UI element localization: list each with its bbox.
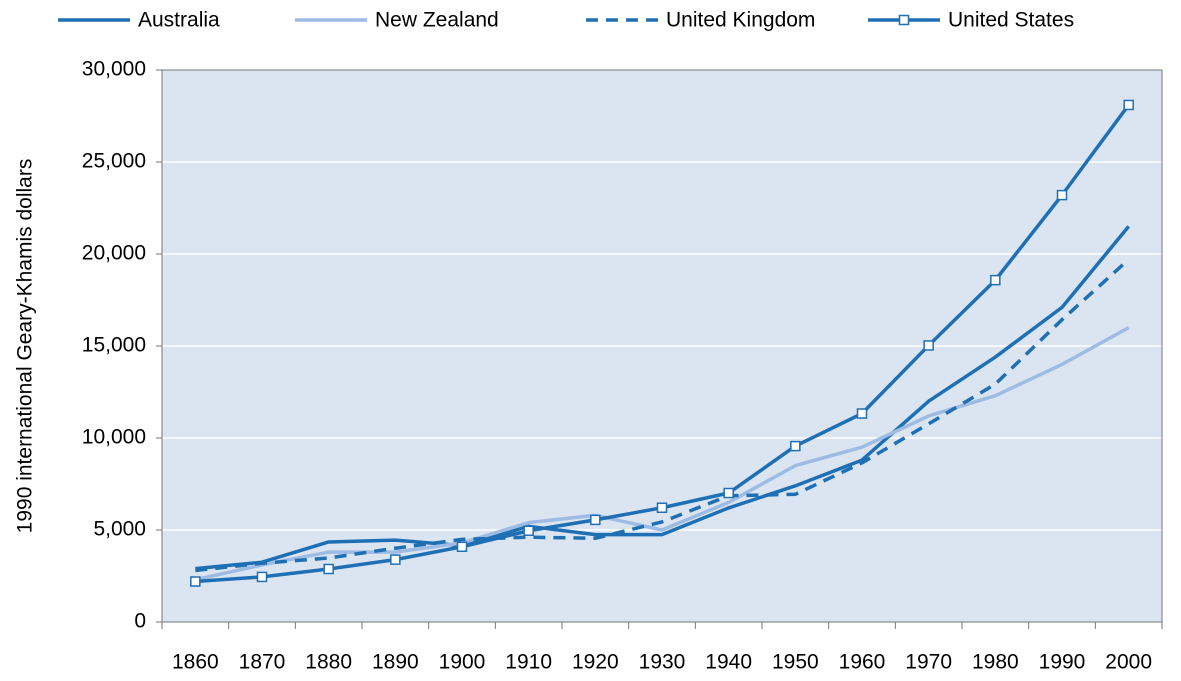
series-marker bbox=[1056, 189, 1068, 201]
x-tick-label: 1960 bbox=[839, 651, 886, 674]
legend-marker bbox=[898, 14, 910, 26]
legend-label: United Kingdom bbox=[666, 9, 815, 32]
series-marker bbox=[323, 563, 334, 575]
x-tick-label: 1990 bbox=[1039, 651, 1086, 674]
legend-label: New Zealand bbox=[375, 9, 499, 32]
series-marker bbox=[1123, 99, 1134, 111]
plot-border bbox=[161, 69, 1163, 623]
series-marker bbox=[723, 487, 734, 499]
series-marker bbox=[590, 514, 601, 526]
x-tick-label: 1930 bbox=[639, 651, 686, 674]
series-marker bbox=[656, 502, 668, 513]
x-tick-label: 1920 bbox=[572, 651, 619, 674]
series-marker bbox=[990, 274, 1001, 286]
x-tick-label: 2000 bbox=[1105, 651, 1152, 674]
series-line bbox=[195, 258, 1130, 573]
x-tick-label: 1870 bbox=[239, 651, 286, 674]
y-tick-label: 15,000 bbox=[82, 334, 146, 357]
x-tick-label: 1940 bbox=[705, 651, 752, 674]
y-tick-label: 30,000 bbox=[82, 58, 146, 81]
y-tick-label: 0 bbox=[134, 610, 146, 633]
x-tick-label: 1980 bbox=[972, 651, 1019, 674]
series-line bbox=[195, 225, 1131, 571]
series-marker bbox=[856, 408, 868, 419]
x-tick-label: 1970 bbox=[905, 651, 952, 674]
series-marker bbox=[790, 440, 801, 452]
x-tick-label: 1900 bbox=[439, 651, 486, 674]
y-tick-label: 20,000 bbox=[82, 242, 146, 265]
x-tick-label: 1880 bbox=[305, 651, 352, 674]
x-tick-label: 1910 bbox=[505, 651, 552, 674]
y-axis-label: 1990 international Geary-Khamis dollars bbox=[14, 159, 37, 534]
series-marker bbox=[456, 541, 468, 552]
series-marker bbox=[256, 571, 268, 583]
x-tick-label: 1890 bbox=[372, 651, 419, 674]
series-marker bbox=[390, 554, 401, 565]
series-marker bbox=[190, 576, 201, 587]
legend-label: United States bbox=[948, 9, 1074, 32]
legend-label: Australia bbox=[138, 9, 220, 32]
x-tick-label: 1950 bbox=[772, 651, 819, 674]
y-tick-label: 10,000 bbox=[82, 426, 146, 449]
series-line bbox=[194, 326, 1130, 582]
series-marker bbox=[923, 340, 934, 351]
x-tick-label: 1860 bbox=[172, 651, 219, 674]
series-marker bbox=[523, 525, 534, 536]
y-tick-label: 5,000 bbox=[93, 518, 146, 541]
y-tick-label: 25,000 bbox=[82, 150, 146, 173]
